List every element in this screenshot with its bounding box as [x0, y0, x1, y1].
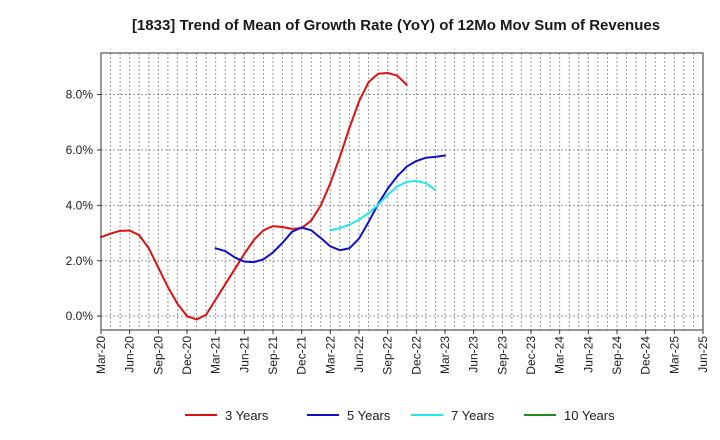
x-tick-label: Dec-23 [524, 336, 538, 375]
x-tick-label: Sep-23 [495, 336, 509, 375]
y-tick-label: 2.0% [66, 254, 94, 268]
x-tick-label: Sep-21 [266, 336, 280, 375]
y-tick-label: 8.0% [66, 88, 94, 102]
series-line-7-years [329, 179, 437, 232]
x-tick-label: Dec-20 [180, 336, 194, 375]
x-tick-label: Jun-25 [696, 336, 710, 373]
x-tick-label: Mar-20 [94, 336, 108, 374]
legend-label: 7 Years [451, 408, 495, 423]
x-tick-label: Mar-24 [553, 336, 567, 374]
x-tick-label: Sep-22 [381, 336, 395, 375]
x-tick-label: Dec-21 [295, 336, 309, 375]
x-tick-label: Mar-21 [209, 336, 223, 374]
x-tick-label: Dec-22 [409, 336, 423, 375]
series-line-5-years [214, 154, 446, 264]
x-tick-label: Sep-24 [610, 336, 624, 375]
x-tick-label: Mar-22 [323, 336, 337, 374]
y-tick-label: 4.0% [66, 198, 94, 212]
x-tick-label: Jun-20 [123, 336, 137, 373]
x-tick-label: Jun-23 [467, 336, 481, 373]
y-tick-label: 6.0% [66, 143, 94, 157]
x-tick-label: Jun-24 [581, 336, 595, 373]
x-tick-label: Jun-21 [237, 336, 251, 373]
x-tick-label: Sep-20 [151, 336, 165, 375]
x-tick-label: Mar-25 [667, 336, 681, 374]
x-tick-label: Dec-24 [639, 336, 653, 375]
plot-frame [100, 52, 704, 331]
legend-label: 5 Years [347, 408, 391, 423]
x-tick-label: Jun-22 [352, 336, 366, 373]
y-axis-ticks: 0.0% 2.0% 4.0% 6.0% 8.0% [66, 88, 101, 323]
legend-label: 10 Years [564, 408, 615, 423]
legend: 3 Years 5 Years 7 Years 10 Years [185, 408, 615, 423]
series-line-3-years [100, 71, 408, 321]
legend-label: 3 Years [225, 408, 269, 423]
y-tick-label: 0.0% [66, 309, 94, 323]
chart-title: [1833] Trend of Mean of Growth Rate (YoY… [132, 17, 660, 34]
x-axis-ticks: Mar-20 Jun-20 Sep-20 Dec-20 Mar-21 Jun-21 Sep-… [94, 330, 710, 375]
grid-layer [101, 53, 703, 330]
x-tick-label: Mar-23 [438, 336, 452, 374]
series-layer [100, 71, 446, 321]
